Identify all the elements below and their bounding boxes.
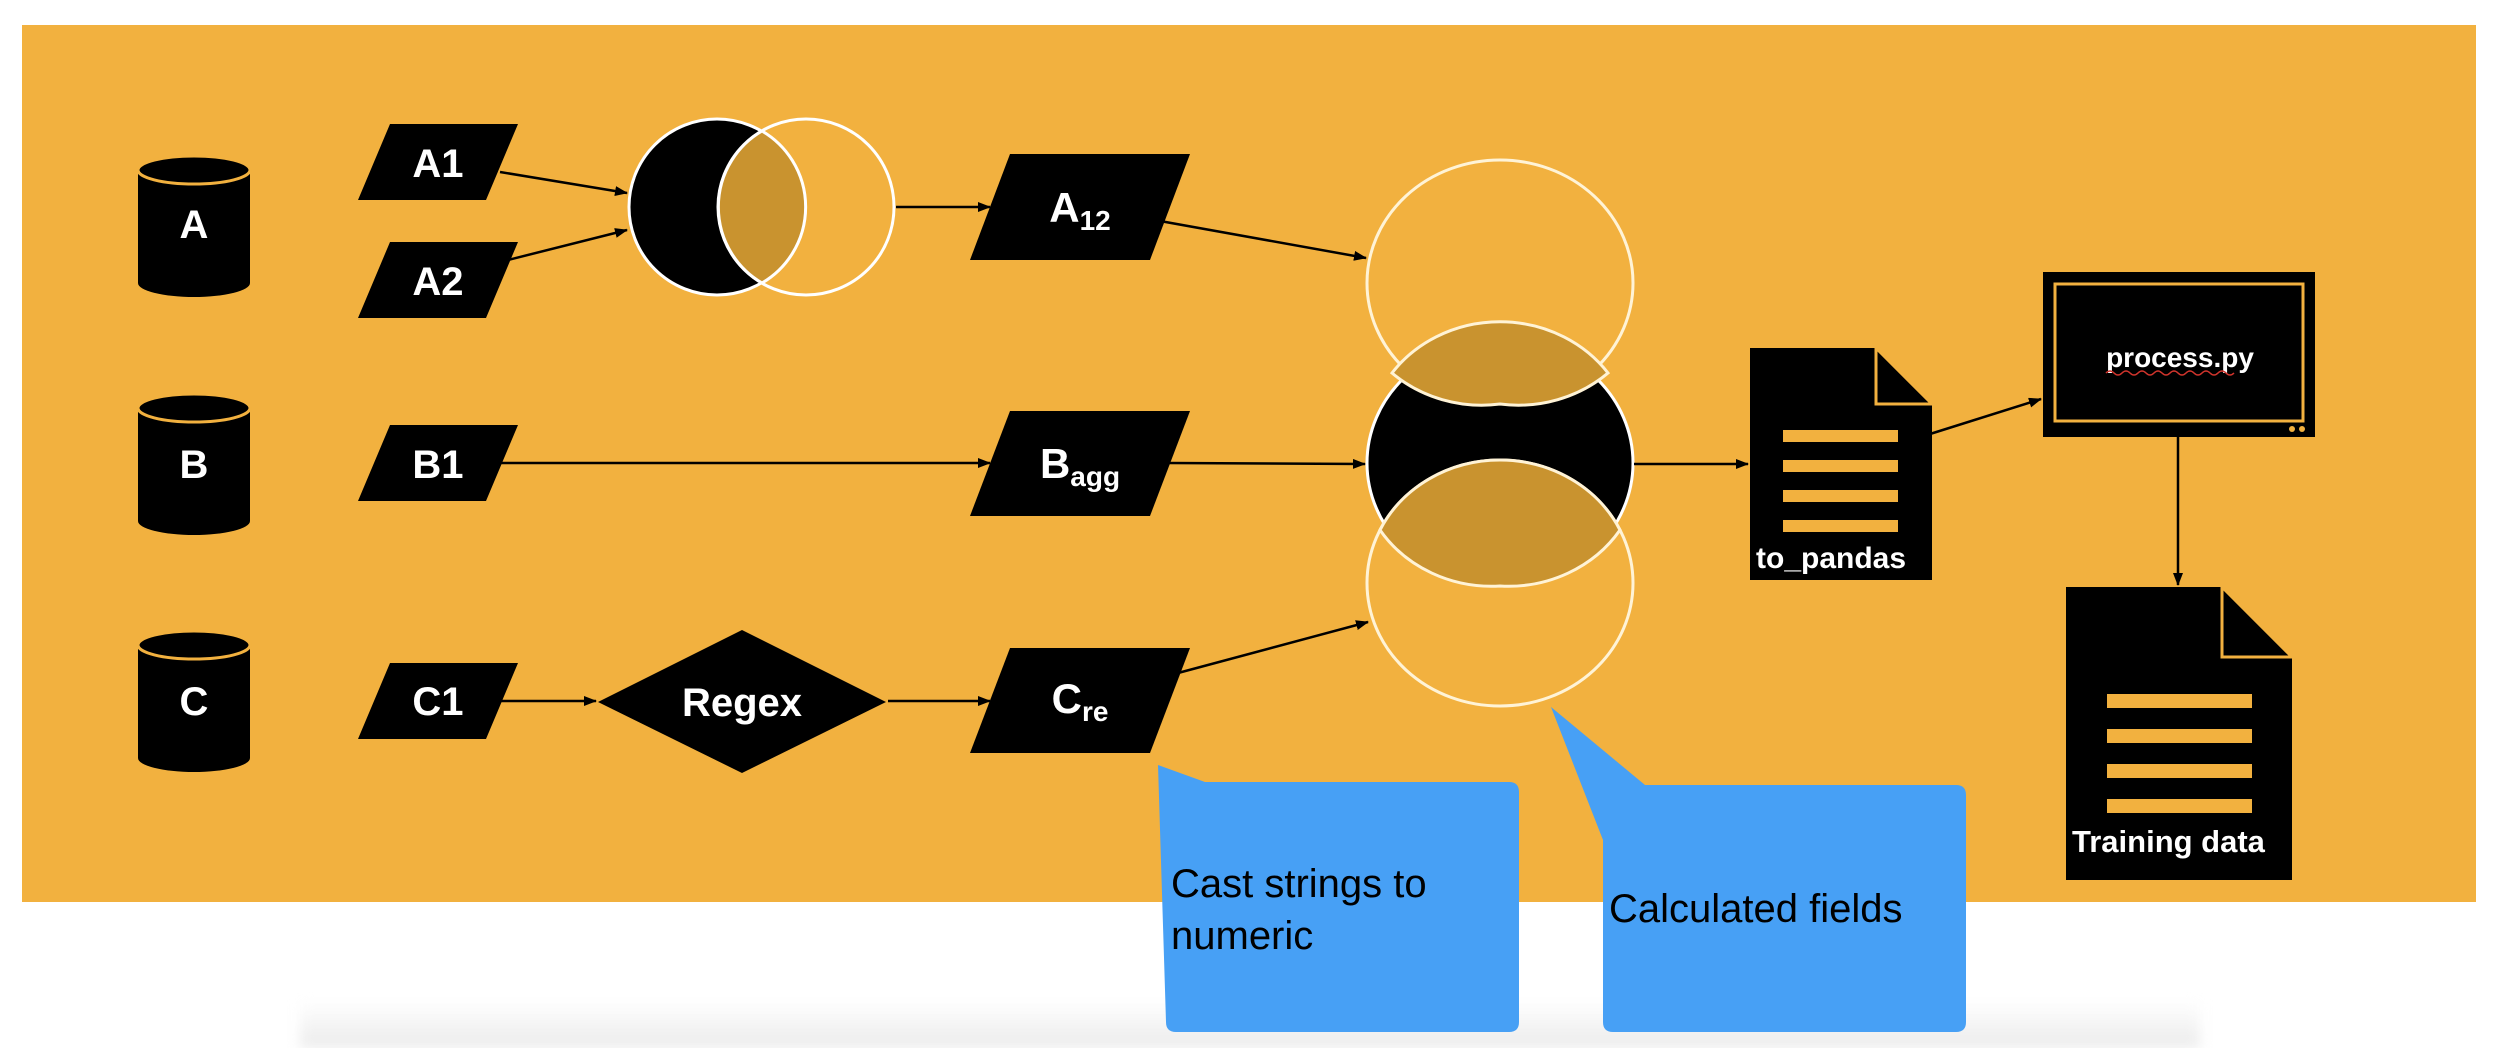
input-c1: C1 — [358, 663, 518, 739]
arrow-cre-venn — [1177, 620, 1369, 675]
process-py-label: process.py — [2106, 342, 2254, 373]
join-venn-triple — [1365, 158, 1635, 708]
input-a1: A1 — [358, 124, 518, 200]
input-b1: B1 — [358, 425, 518, 501]
monitor-icon: process.py — [2043, 272, 2315, 437]
database-icon: C — [136, 629, 252, 772]
database-icon: A — [136, 154, 252, 297]
source-c-label: C — [180, 680, 209, 724]
intermediate-bagg: Bagg — [970, 411, 1190, 516]
source-b-label: B — [180, 443, 209, 487]
callout-cast: Cast strings to numeric — [1158, 765, 1519, 1032]
a12-sub: 12 — [1080, 205, 1111, 236]
intermediate-a12-label: A12 — [1049, 184, 1111, 236]
arrow-a2-join — [499, 228, 628, 264]
arrow-a12-venn — [1159, 219, 1367, 261]
intermediate-cre-label: Cre — [1052, 675, 1109, 727]
training-data-label: Training data — [2072, 824, 2266, 859]
input-a2-label: A2 — [412, 260, 463, 304]
intermediate-a12: A12 — [970, 154, 1190, 260]
cre-main: C — [1052, 675, 1082, 722]
callout-calculated: Calculated fields — [1551, 707, 1966, 1032]
join-venn-a — [627, 117, 896, 297]
database-icon: B — [136, 392, 252, 535]
callout-calculated-text: Calculated fields — [1609, 887, 1903, 931]
document-icon: to_pandas — [1750, 344, 1936, 580]
cre-sub: re — [1082, 696, 1108, 727]
regex-label: Regex — [682, 681, 802, 725]
source-a-label: A — [180, 203, 209, 247]
callout-cast-text: Cast strings to numeric — [1171, 862, 1427, 958]
bagg-main: B — [1040, 440, 1070, 487]
input-c1-label: C1 — [412, 680, 463, 724]
input-a2: A2 — [358, 242, 518, 318]
input-a1-label: A1 — [412, 142, 463, 186]
connectors — [499, 170, 2183, 706]
intermediate-bagg-label: Bagg — [1040, 440, 1120, 492]
arrow-bagg-venn — [1167, 458, 1366, 469]
callout-cast-line2: numeric — [1171, 914, 1313, 958]
callout-cast-line1: Cast strings to — [1171, 862, 1427, 906]
regex-diamond: Regex — [598, 630, 886, 773]
document-icon: Training data — [2066, 583, 2296, 880]
input-b1-label: B1 — [412, 443, 463, 487]
intermediate-cre: Cre — [970, 648, 1190, 753]
bagg-sub: agg — [1070, 461, 1120, 492]
arrow-a1-join — [499, 170, 628, 196]
arrow-pandas-process — [1929, 397, 2042, 436]
to-pandas-label: to_pandas — [1756, 542, 1906, 575]
a12-main: A — [1049, 184, 1079, 231]
